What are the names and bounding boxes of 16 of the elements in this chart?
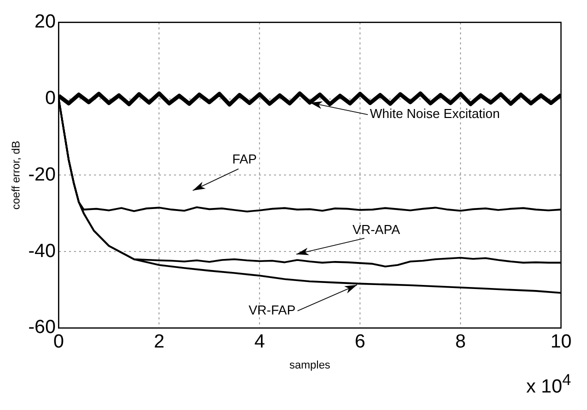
x-axis-title: samples (289, 359, 331, 372)
x-tick-label: 10 (550, 332, 572, 353)
y-tick-label: 20 (34, 12, 56, 33)
x-tick-label: 6 (354, 332, 366, 353)
annotation: FAP (232, 152, 257, 166)
y-tick-label: 0 (45, 88, 56, 110)
x-tick-label: 4 (254, 332, 266, 353)
annotation: White Noise Excitation (370, 106, 500, 122)
text: x 10$^{4}$ (526, 372, 571, 398)
y-tick-label: -20 (28, 164, 56, 186)
annotation: VR-FAP (248, 302, 296, 318)
annotation: VR-APA (352, 222, 400, 237)
x-tick-label: 2 (154, 332, 164, 353)
x-tick-label: 8 (455, 332, 466, 353)
y-tick-label: -40 (28, 240, 56, 262)
y-axis-title: coeff error, dB (10, 140, 23, 210)
